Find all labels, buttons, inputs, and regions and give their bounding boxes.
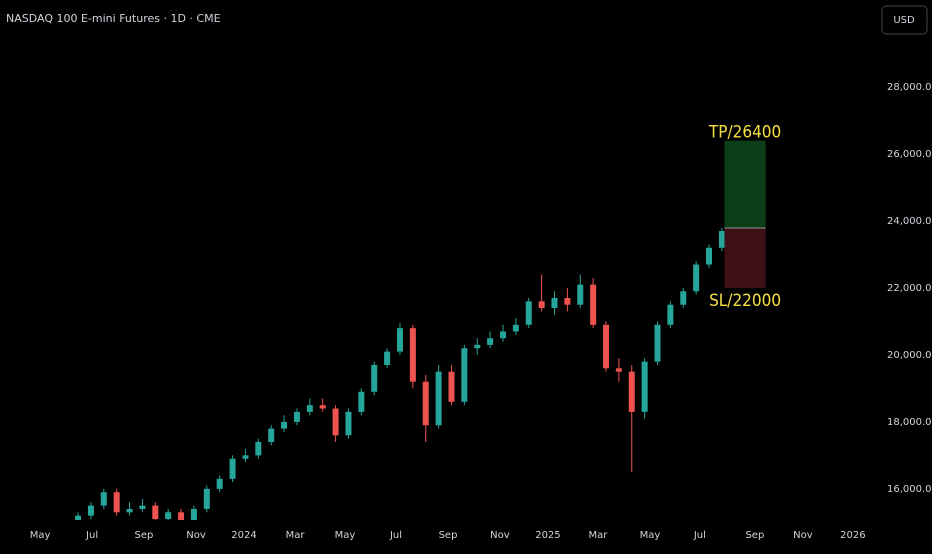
x-tick-label: Nov [793, 530, 813, 541]
candle-body [474, 344, 481, 349]
candle-body [680, 291, 687, 305]
x-tick-label: Nov [186, 530, 206, 541]
candle-body [525, 301, 532, 325]
y-tick-label: 24,000.00 [887, 216, 932, 227]
x-tick-label: Jul [693, 530, 706, 541]
candle-body [75, 515, 82, 520]
candle-body [693, 264, 700, 292]
x-tick-label: May [30, 530, 51, 541]
chart-title: NASDAQ 100 E-mini Futures · 1D · CME [6, 12, 221, 25]
candle-body [100, 492, 107, 506]
candle-body [319, 405, 326, 409]
take-profit-label: TP/26400 [708, 123, 781, 143]
candle-body [268, 428, 275, 442]
x-tick-label: 2026 [840, 530, 865, 541]
currency-button[interactable]: USD [881, 5, 928, 35]
candle-body [306, 405, 313, 412]
x-tick-label: 2024 [231, 530, 256, 541]
candle-body [358, 391, 365, 412]
candle-body [409, 328, 416, 382]
button-frame[interactable] [881, 5, 928, 35]
x-tick-label: Nov [490, 530, 510, 541]
candle-body [448, 371, 455, 402]
y-tick-label: 22,000.00 [887, 283, 932, 294]
candle-body [242, 455, 249, 459]
x-tick-label: Jul [389, 530, 402, 541]
candle-body [255, 441, 262, 456]
x-tick-label: Mar [286, 530, 306, 541]
candle-body [603, 324, 610, 369]
x-tick-label: Sep [439, 530, 458, 541]
x-tick-label: Sep [135, 530, 154, 541]
candle-body [203, 488, 210, 509]
y-tick-label: 16,000.00 [887, 484, 932, 495]
candle-body [590, 284, 597, 325]
currency-label[interactable]: USD [893, 15, 915, 26]
plot-area [75, 140, 766, 520]
candle-body [667, 304, 674, 325]
y-tick-label: 28,000.00 [887, 82, 932, 93]
candle-body [564, 298, 571, 305]
candle-body [615, 368, 622, 372]
stop-loss-zone [724, 228, 766, 288]
candle-body [139, 505, 146, 509]
x-tick-label: Sep [745, 530, 764, 541]
candle-body [281, 421, 288, 429]
candle-body [190, 508, 197, 520]
candle-body [422, 381, 429, 426]
candle-body [178, 512, 185, 520]
candle-body [654, 324, 661, 362]
candle-body [499, 331, 506, 339]
y-tick-label: 26,000.00 [887, 149, 932, 160]
candle-body [113, 492, 120, 513]
x-tick-label: Mar [588, 530, 608, 541]
take-profit-zone [724, 140, 766, 229]
stop-loss-label: SL/22000 [709, 291, 781, 311]
candle-body [461, 348, 468, 402]
candle-body [718, 231, 725, 248]
x-tick-label: Jul [85, 530, 98, 541]
y-tick-label: 18,000.00 [887, 417, 932, 428]
candle-body [165, 512, 172, 519]
candle-body [345, 411, 352, 436]
candle-body [577, 284, 584, 305]
candle-body [384, 351, 391, 365]
candle-body [487, 338, 494, 345]
x-tick-label: May [640, 530, 661, 541]
candle-body [628, 371, 635, 412]
candle-body [371, 364, 378, 392]
candle-body [396, 328, 403, 352]
candle-body [538, 301, 545, 309]
candle-body [126, 508, 133, 513]
candle-body [152, 505, 159, 519]
candle-body [706, 247, 713, 265]
candle-body [641, 361, 648, 412]
x-tick-label: 2025 [535, 530, 560, 541]
candle-body [512, 324, 519, 332]
candle-body [229, 458, 236, 479]
y-tick-label: 20,000.00 [887, 350, 932, 361]
candle-body [551, 298, 558, 309]
candle-body [435, 371, 442, 426]
candle-body [87, 505, 94, 516]
candle-body [332, 408, 339, 436]
x-tick-label: May [335, 530, 356, 541]
candle-body [216, 478, 223, 489]
candle-body [293, 411, 300, 422]
